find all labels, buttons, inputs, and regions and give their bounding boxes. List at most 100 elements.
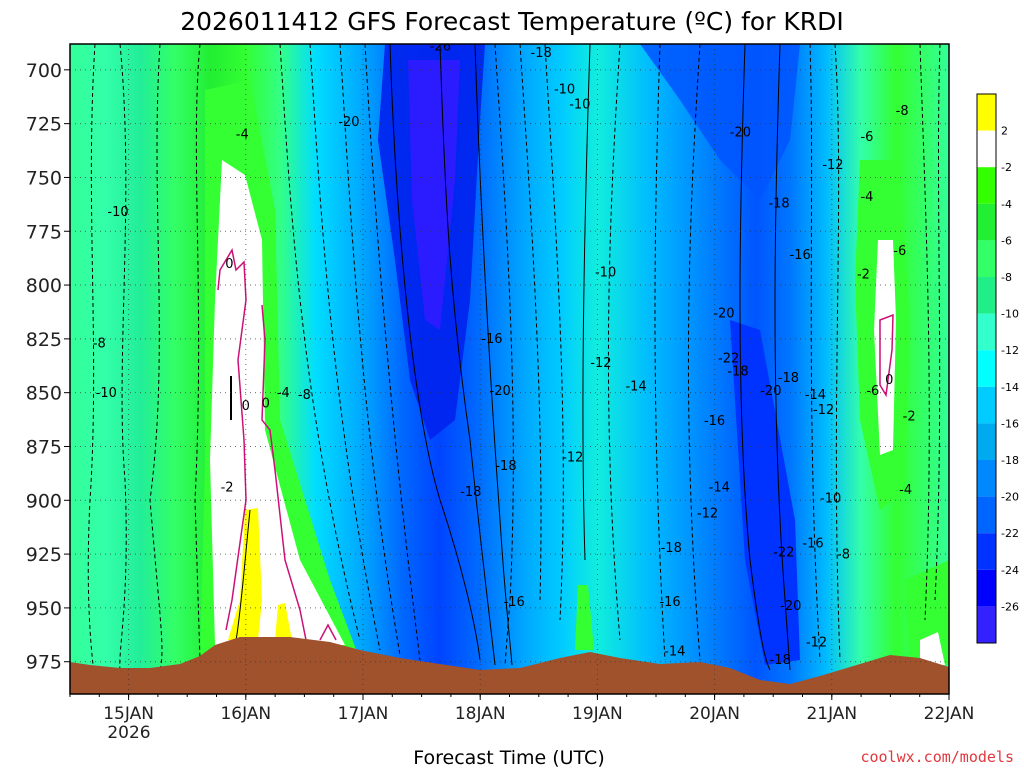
colorbar-label: -12	[1001, 344, 1019, 357]
contour-label: -14	[625, 380, 646, 395]
y-tick-label: 750	[26, 167, 62, 189]
contour-label: -14	[805, 388, 826, 403]
colorbar-swatch	[977, 606, 996, 643]
colorbar-swatch	[977, 569, 996, 607]
colorbar-swatch	[977, 203, 996, 241]
contour-label: -10	[554, 83, 575, 98]
colorbar-label: -24	[1001, 564, 1019, 577]
contour-label: 0	[885, 373, 893, 388]
colorbar-label: -20	[1001, 491, 1019, 504]
contour-label: -18	[770, 653, 791, 668]
contour-label: -14	[664, 644, 685, 659]
colorbar-label: -26	[1001, 600, 1019, 613]
contour-label: -10	[569, 98, 590, 113]
colorbar-swatch	[977, 423, 996, 460]
x-tick-label: 22JAN	[924, 704, 975, 724]
x-axis-year: 2026	[107, 723, 150, 743]
y-tick-label: 875	[26, 436, 62, 458]
colorbar-label: -22	[1001, 527, 1019, 540]
colorbar-label: -14	[1001, 381, 1019, 394]
x-tick-label: 19JAN	[572, 704, 623, 724]
colorbar-label: -18	[1001, 454, 1019, 467]
contour-label: -18	[768, 197, 789, 212]
dashed-contours	[87, 44, 941, 681]
contour-label: -26	[430, 39, 451, 54]
solid-contours	[235, 44, 791, 671]
contour-label: -16	[481, 332, 502, 347]
contour-label: -18	[495, 459, 516, 474]
colorbar-swatch	[977, 240, 996, 277]
contour-label: 0	[242, 399, 250, 414]
contour-label: -14	[709, 481, 730, 496]
colorbar: 2 -2 -4 -6 -8 -10 -12 -14 -16 -18 -20 -22 -24 -26	[976, 93, 1019, 644]
contour-label: -18	[727, 364, 748, 379]
y-tick-label: 800	[26, 275, 62, 297]
contour-label: -16	[504, 595, 525, 610]
contour-label: -12	[822, 158, 843, 173]
x-tick-label: 16JAN	[220, 704, 271, 724]
contour-label: -12	[806, 636, 827, 651]
colorbar-label: -6	[1001, 234, 1012, 247]
contour-label: -12	[813, 403, 834, 418]
contour-label: -20	[713, 306, 734, 321]
contour-label: -18	[661, 541, 682, 556]
y-tick-label: 900	[26, 490, 62, 512]
colorbar-swatch	[977, 130, 996, 168]
contour-label: -2	[857, 268, 870, 283]
warm-column-white	[210, 160, 345, 645]
contour-label: -20	[780, 599, 801, 614]
contour-label: -4	[277, 386, 290, 401]
plot-area: -26 -18-20-10-10-20-8-6-4-12-10-18 -4-6-16…	[70, 39, 949, 694]
warm-column-yellow-small	[275, 603, 292, 640]
warm-column-mid-green	[575, 585, 594, 650]
x-axis-label: Forecast Time (UTC)	[413, 747, 604, 768]
contour-label: -4	[899, 483, 912, 498]
contour-label: -20	[760, 384, 781, 399]
contour-label: -20	[490, 384, 511, 399]
contour-label: -20	[730, 126, 751, 141]
contour-label: -18	[460, 485, 481, 500]
x-tick-label: 15JAN	[103, 704, 154, 724]
contour-label: -2	[221, 481, 234, 496]
contour-label: -6	[860, 130, 873, 145]
contour-label: -12	[590, 356, 611, 371]
y-tick-label: 850	[26, 383, 62, 405]
contour-label: -6	[866, 384, 879, 399]
contour-label: -2	[903, 410, 916, 425]
warm-column-yellow	[228, 508, 262, 640]
colorbar-label: -4	[1001, 198, 1012, 211]
y-tick-label: 925	[26, 544, 62, 566]
y-tick-label: 825	[26, 329, 62, 351]
contour-label: -12	[562, 451, 583, 466]
colorbar-swatch	[977, 277, 996, 314]
y-tick-label: 975	[26, 652, 62, 674]
contour-label: -8	[837, 547, 850, 562]
contour-label: -10	[96, 386, 117, 401]
colorbar-label: -8	[1001, 271, 1012, 284]
x-tick-label: 17JAN	[338, 704, 389, 724]
colorbar-swatch	[977, 533, 996, 570]
contour-label: -16	[704, 414, 725, 429]
contour-label: -6	[893, 244, 906, 259]
colorbar-swatch	[977, 350, 996, 387]
contour-label: -10	[820, 491, 841, 506]
warm-column-right-white	[874, 240, 896, 455]
contour-label: -22	[773, 545, 794, 560]
colorbar-swatch	[977, 386, 996, 424]
credit-link[interactable]: coolwx.com/models	[860, 748, 1014, 766]
y-tick-label: 775	[26, 221, 62, 243]
contour-label: -16	[790, 248, 811, 263]
colorbar-swatch	[977, 496, 996, 534]
contour-label: -10	[595, 265, 616, 280]
x-axis: 15JAN 16JAN 17JAN 18JAN 19JAN 20JAN 21JAN 22JAN	[69, 694, 975, 724]
contour-label: -22	[718, 352, 739, 367]
warm-corner-white	[920, 632, 945, 665]
contour-label: -8	[93, 336, 106, 351]
contour-label: -4	[236, 128, 249, 143]
colorbar-swatch	[977, 460, 996, 497]
colorbar-swatch	[977, 167, 996, 204]
contour-label: 0	[225, 257, 233, 272]
cold-core-lower	[730, 320, 800, 665]
contour-label: -8	[896, 104, 909, 119]
contour-label: -18	[778, 371, 799, 386]
